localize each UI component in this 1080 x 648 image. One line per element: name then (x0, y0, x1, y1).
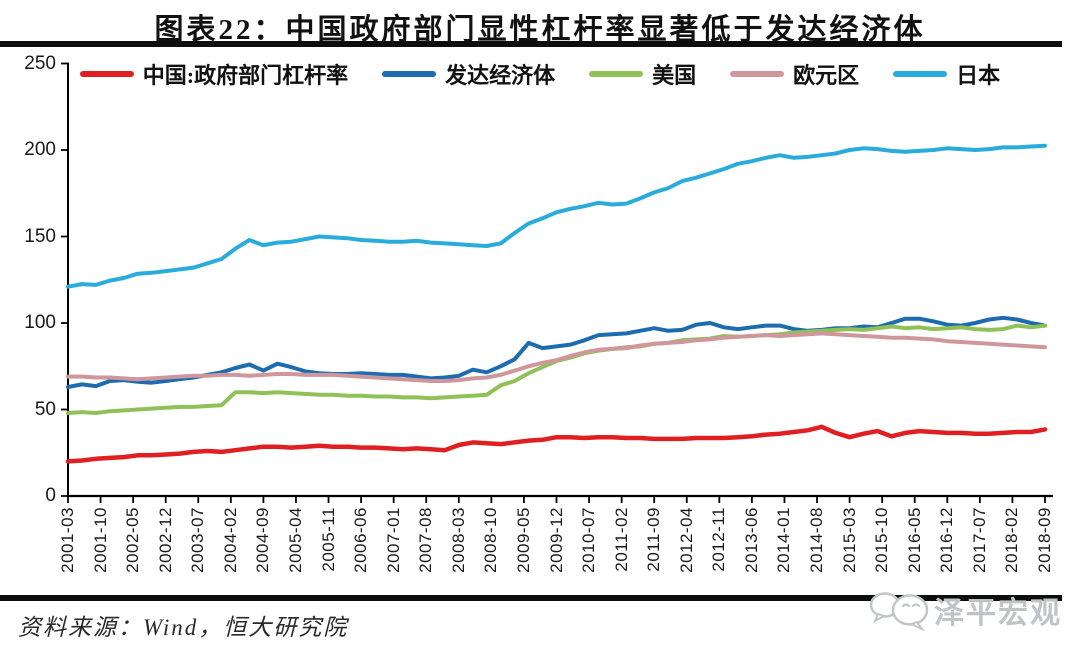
x-axis-tick-label: 2007-01 (383, 507, 403, 573)
watermark: 泽平宏观 (868, 588, 1062, 632)
line-japan (66, 143, 1047, 289)
x-axis-tick-label: 2008-10 (481, 507, 501, 573)
legend-label: 欧元区 (793, 63, 860, 88)
x-axis-tick-label: 2012-11 (709, 507, 729, 572)
bottom-divider (0, 595, 1062, 601)
x-axis-tick-label: 2015-03 (839, 507, 859, 573)
legend-swatch-china-government-leverage (79, 71, 134, 77)
legend-swatch-japan (893, 71, 948, 77)
x-axis-tick-label: 2008-03 (448, 507, 468, 573)
legend-label: 中国:政府部门杠杆率 (142, 63, 349, 88)
x-axis-tick-label: 2015-10 (872, 507, 892, 573)
legend-label: 日本 (956, 63, 1001, 88)
top-divider (0, 41, 1062, 47)
x-axis-tick-label: 2004-02 (220, 507, 240, 573)
x-axis-tick-label: 2014-01 (774, 507, 794, 573)
x-axis-tick-label: 2011-02 (611, 507, 631, 572)
legend-label: 美国 (652, 63, 697, 88)
legend: 中国:政府部门杠杆率 发达经济体 美国 欧元区 日本 (0, 58, 1080, 90)
x-axis-tick-label: 2016-05 (904, 507, 924, 573)
legend-item-eurozone: 欧元区 (730, 58, 859, 90)
legend-label: 发达经济体 (445, 63, 556, 88)
y-axis-tick-label: 0 (45, 485, 56, 506)
x-axis-tick-label: 2010-07 (579, 507, 599, 573)
legend-item-china-government-leverage: 中国:政府部门杠杆率 (79, 58, 349, 90)
x-axis-tick-label: 2012-04 (676, 507, 696, 573)
y-axis-tick-label: 50 (34, 398, 56, 420)
chart-title: 图表22：中国政府部门显性杠杆率显著低于发达经济体 (154, 14, 926, 46)
x-axis-tick-label: 2001-10 (90, 507, 110, 573)
x-axis-tick-label: 2005-11 (318, 507, 338, 572)
legend-item-united-states: 美国 (589, 58, 696, 90)
y-axis-tick-label: 250 (24, 52, 56, 74)
y-axis-tick-label: 100 (24, 312, 56, 333)
x-axis-tick-label: 2002-05 (123, 507, 143, 573)
legend-item-developed-economies: 发达经济体 (382, 58, 555, 90)
x-axis-tick-label: 2004-09 (253, 507, 273, 573)
x-axis-tick-label: 2001-03 (58, 507, 77, 573)
source-note: 资料来源：Wind，恒大研究院 (18, 615, 349, 640)
x-axis-tick-label: 2009-05 (513, 507, 533, 573)
legend-swatch-united-states (589, 71, 644, 77)
watermark-label: 泽平宏观 (934, 597, 1062, 630)
x-axis-tick-label: 2007-08 (416, 507, 436, 573)
line-eurozone (66, 331, 1047, 383)
x-axis-tick-label: 2016-12 (937, 507, 957, 573)
legend-swatch-eurozone (730, 71, 785, 77)
x-axis-tick-label: 2005-04 (285, 507, 305, 573)
x-axis-tick-label: 2018-09 (1035, 507, 1054, 573)
legend-swatch-developed-economies (382, 71, 437, 77)
x-axis-tick-label: 2006-06 (351, 507, 371, 573)
y-axis-tick-label: 200 (24, 139, 56, 160)
x-axis-tick-label: 2003-07 (188, 507, 208, 573)
x-axis-tick-label: 2014-08 (807, 507, 827, 573)
x-axis-tick-label: 2002-12 (155, 507, 175, 573)
x-axis-tick-label: 2018-02 (1002, 507, 1022, 573)
y-axis-tick-label: 150 (24, 225, 56, 247)
x-axis-tick-label: 2017-07 (969, 507, 989, 573)
x-axis-tick-label: 2011-09 (644, 507, 664, 572)
x-axis-tick-label: 2013-06 (741, 507, 761, 573)
wechat-bubbles-icon (869, 592, 929, 631)
x-axis-tick-label: 2009-12 (546, 507, 566, 573)
legend-item-japan: 日本 (893, 58, 1000, 90)
line-china-government-leverage (65, 424, 1048, 464)
